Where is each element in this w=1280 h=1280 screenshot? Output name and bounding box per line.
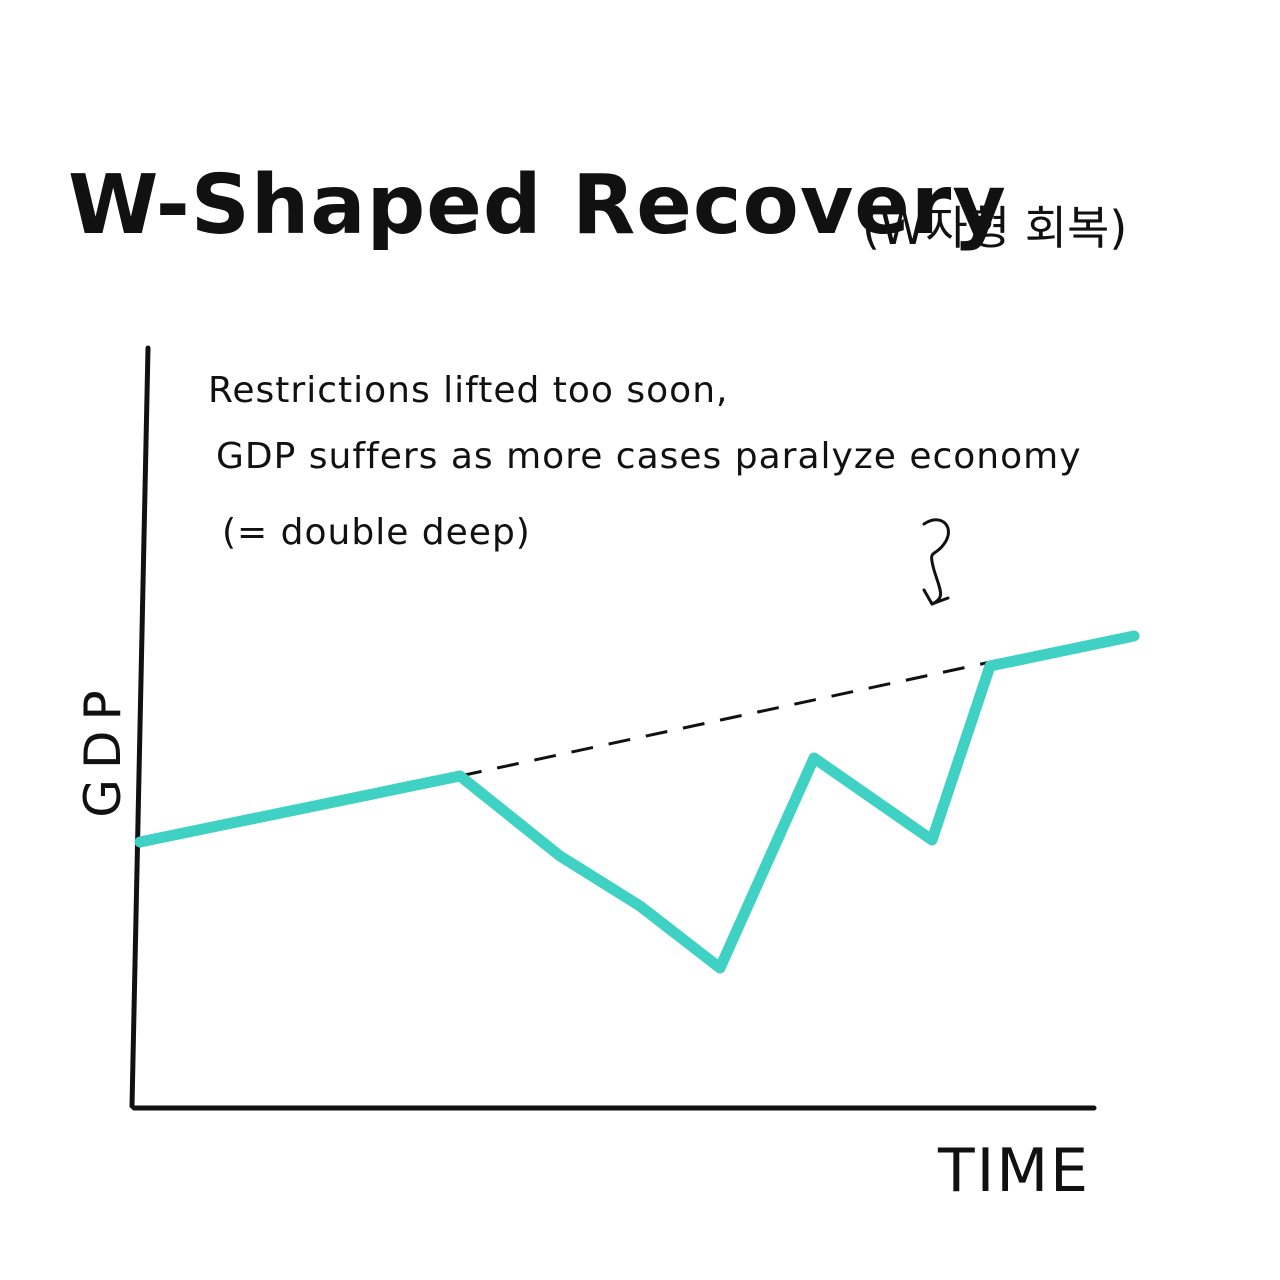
annotation-line-1: Restrictions lifted too soon, bbox=[208, 370, 729, 411]
gdp-recovery-line bbox=[134, 630, 1140, 974]
pointer-arrowhead-icon bbox=[922, 588, 950, 606]
x-axis-label: TIME bbox=[938, 1136, 1091, 1206]
diagram-subtitle: (W자형 회복) bbox=[862, 201, 1128, 255]
diagram-title: W-Shaped Recovery bbox=[68, 158, 1007, 253]
annotation-line-3: (= double deep) bbox=[222, 512, 531, 553]
trend-dashed-line bbox=[459, 658, 1001, 778]
y-axis-label: GDP bbox=[74, 680, 132, 818]
annotation-line-2: GDP suffers as more cases paralyze econo… bbox=[216, 436, 1082, 477]
pointer-arrow-icon bbox=[922, 518, 950, 606]
y-axis bbox=[129, 345, 151, 1109]
